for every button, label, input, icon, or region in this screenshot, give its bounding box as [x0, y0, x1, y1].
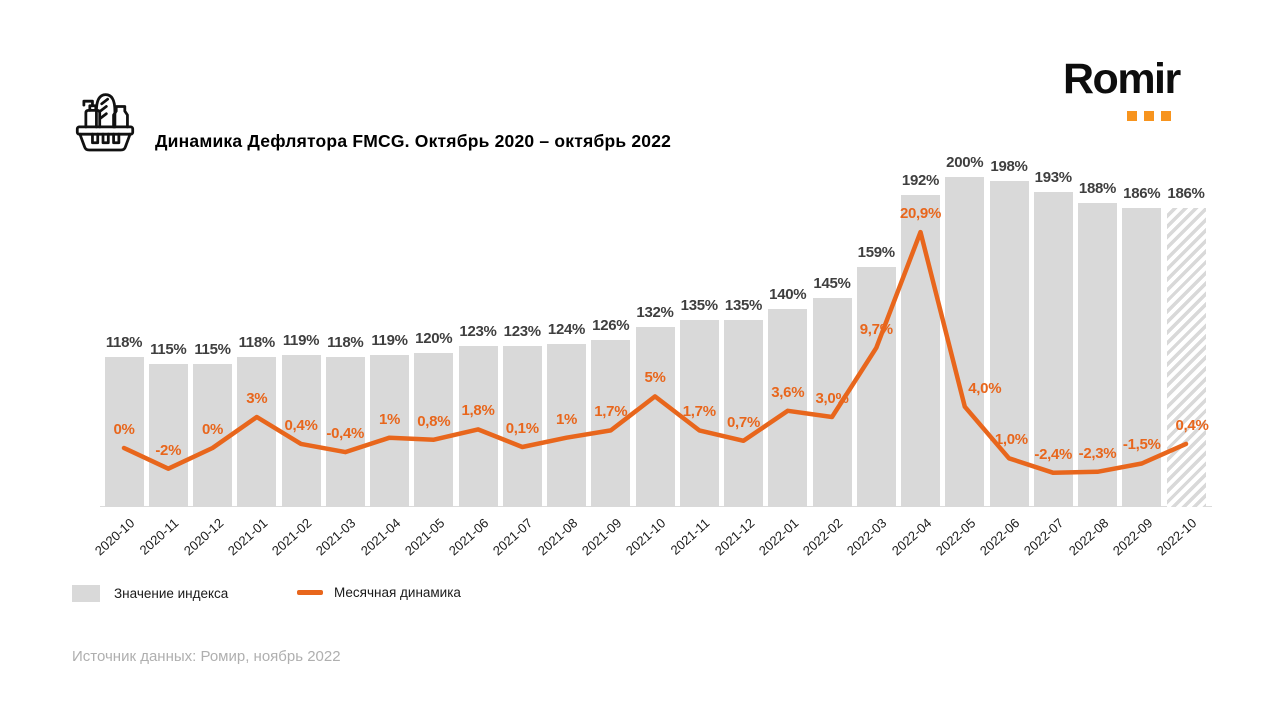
legend-line-swatch	[297, 590, 323, 595]
bar-value-label-2022-01: 140%	[769, 286, 807, 303]
bar-value-label-2022-05: 200%	[946, 154, 984, 171]
bar-2022-06	[989, 181, 1029, 507]
monthly-dynamics-line	[121, 229, 1189, 476]
bar-value-label-2021-09: 126%	[592, 316, 630, 334]
legend-bar-swatch	[72, 585, 100, 602]
bar-value-label-2022-03: 159%	[857, 244, 895, 262]
line-value-label-2020-10: 0%	[113, 421, 135, 438]
bar-2022-01	[768, 309, 808, 507]
chart-title: Динамика Дефлятора FMCG. Октябрь 2020 – …	[155, 131, 672, 151]
logo-dot	[1127, 111, 1137, 121]
bar-2021-09	[591, 339, 631, 507]
logo-dot	[1161, 111, 1171, 121]
bar-value-label-2020-11: 115%	[150, 341, 187, 358]
line-value-label-2021-12: 0,7%	[727, 413, 760, 431]
bar-value-label-2021-12: 135%	[724, 297, 763, 314]
grocery-basket-icon	[75, 93, 135, 152]
bar-2021-04	[370, 355, 409, 507]
line-value-label-2021-03: -0,4%	[326, 425, 365, 443]
bar-2022-02	[812, 298, 852, 507]
line-value-label-2022-07: -2,4%	[1034, 445, 1073, 463]
line-value-label-2021-10: 5%	[644, 369, 666, 387]
bar-value-label-2022-08: 188%	[1078, 180, 1117, 198]
bar-value-label-2021-08: 124%	[547, 321, 586, 339]
line-value-label-2021-09: 1,7%	[594, 403, 628, 421]
bar-value-label-2021-10: 132%	[636, 303, 674, 321]
bar-value-label-2022-10: 186%	[1167, 184, 1205, 202]
bar-2020-10	[104, 357, 144, 507]
line-value-label-2020-11: -2%	[155, 441, 182, 459]
line-value-label-2022-09: -1,5%	[1122, 436, 1161, 454]
bar-2022-05	[945, 177, 985, 507]
line-value-label-2022-08: -2,3%	[1078, 444, 1117, 462]
bar-value-label-2022-06: 198%	[990, 158, 1028, 176]
romir-logo: Romir	[1063, 58, 1203, 128]
line-value-label-2021-02: 0,4%	[284, 416, 318, 434]
line-value-label-2022-10: 0,4%	[1175, 416, 1209, 434]
bar-value-label-2022-09: 186%	[1123, 184, 1161, 202]
bar-2022-04	[901, 194, 940, 507]
bar-2022-10	[1166, 207, 1206, 507]
bar-value-label-2020-10: 118%	[105, 334, 143, 352]
line-value-label-2022-02: 3,0%	[815, 390, 849, 407]
chart-legend: Значение индекса Месячная динамика	[0, 585, 1280, 609]
legend-item-monthly-dynamics: Месячная динамика	[297, 585, 461, 600]
line-value-label-2021-07: 0,1%	[505, 419, 539, 437]
bar-2021-02	[281, 355, 321, 507]
bar-value-label-2022-02: 145%	[813, 275, 851, 292]
bar-value-label-2021-01: 118%	[238, 334, 276, 352]
data-source-note: Источник данных: Ромир, ноябрь 2022	[72, 648, 341, 665]
bar-value-label-2021-02: 119%	[282, 332, 320, 350]
line-value-label-2022-04: 20,9%	[899, 205, 942, 223]
line-value-label-2021-05: 0,8%	[417, 412, 451, 430]
bar-2020-11	[148, 364, 188, 507]
bar-value-label-2021-07: 123%	[503, 323, 541, 341]
bar-2022-07	[1033, 192, 1073, 507]
bar-value-label-2022-07: 193%	[1034, 169, 1072, 187]
bar-2021-12	[724, 320, 763, 507]
legend-bar-label: Значение индекса	[114, 586, 229, 601]
line-value-label-2022-03: 9,7%	[859, 320, 893, 338]
bar-2020-12	[193, 364, 232, 507]
bar-2021-03	[325, 357, 365, 507]
bar-2022-03	[856, 267, 896, 507]
bar-2021-08	[547, 344, 586, 507]
line-value-label-2020-12: 0%	[201, 421, 224, 438]
line-value-label-2021-04: 1%	[378, 410, 401, 428]
bar-2021-05	[414, 353, 454, 507]
bar-value-label-2021-03: 118%	[327, 334, 364, 352]
romir-logo-text: Romir	[1063, 55, 1181, 103]
bar-value-label-2021-05: 120%	[415, 330, 453, 347]
line-value-label-2022-06: -1,0%	[990, 431, 1028, 449]
bar-value-label-2022-04: 192%	[901, 171, 940, 189]
legend-line-label: Месячная динамика	[334, 585, 461, 600]
bar-2022-08	[1078, 203, 1117, 507]
romir-logo-dots	[1127, 111, 1171, 121]
line-value-label-2021-06: 1,8%	[461, 402, 495, 420]
bar-2021-11	[679, 320, 719, 507]
bar-2021-01	[237, 357, 277, 507]
bar-value-label-2020-12: 115%	[194, 341, 231, 358]
line-value-label-2021-08: 1%	[555, 410, 578, 428]
bar-value-label-2021-11: 135%	[680, 297, 718, 314]
line-value-label-2022-05: 4,0%	[968, 379, 1002, 397]
legend-item-index-value: Значение индекса	[72, 585, 228, 602]
bar-2021-07	[502, 346, 542, 507]
line-value-label-2021-11: 1,7%	[682, 403, 716, 421]
line-value-label-2021-01: 3%	[246, 390, 268, 407]
bar-value-label-2021-06: 123%	[459, 323, 497, 341]
bar-2021-10	[635, 326, 675, 507]
logo-dot	[1144, 111, 1154, 121]
bar-value-label-2021-04: 119%	[371, 332, 408, 350]
line-value-label-2022-01: 3,6%	[771, 383, 805, 401]
bar-2021-06	[458, 346, 498, 507]
